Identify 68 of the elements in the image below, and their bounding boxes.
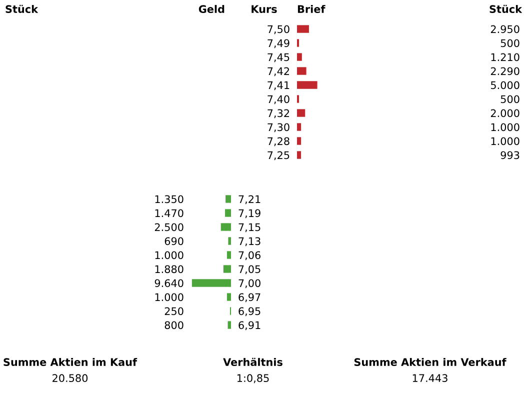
bar xyxy=(297,25,309,33)
y-tick-label: 7,28 xyxy=(268,137,290,146)
data-label: 993 xyxy=(500,151,520,160)
data-label: 690 xyxy=(164,237,184,246)
bar xyxy=(297,81,318,89)
y-tick-label: 7,42 xyxy=(268,67,290,76)
y-tick-label: 7,06 xyxy=(238,251,260,260)
text: Stück xyxy=(6,4,38,14)
text: 20.580 xyxy=(52,374,88,382)
bar xyxy=(297,67,306,75)
text: Stück xyxy=(490,4,522,14)
y-tick-label: 7,13 xyxy=(238,237,260,246)
bar xyxy=(297,109,306,117)
y-tick-label: 7,30 xyxy=(268,123,290,132)
text: Brief xyxy=(298,4,326,14)
data-label: 1.350 xyxy=(155,195,184,204)
text: 17.443 xyxy=(412,374,448,382)
data-label: 500 xyxy=(500,39,520,48)
data-label: 1.000 xyxy=(491,137,520,146)
text: 1:0,85 xyxy=(237,374,269,384)
text: Verhältnis xyxy=(223,358,282,366)
data-label: 5.000 xyxy=(490,81,520,90)
y-tick-label: 7,00 xyxy=(238,279,260,288)
data-label: 800 xyxy=(164,321,184,330)
y-tick-label: 6,91 xyxy=(238,321,260,330)
bar xyxy=(228,321,231,329)
bar xyxy=(297,137,302,145)
data-label: 1.210 xyxy=(491,53,520,62)
data-label: 1.000 xyxy=(155,293,184,302)
bar xyxy=(297,151,302,159)
text: Summe Aktien im Kauf xyxy=(4,358,138,366)
data-label: 2.500 xyxy=(154,223,184,232)
bar xyxy=(223,265,231,273)
data-label: 2.290 xyxy=(490,67,520,76)
y-tick-label: 7,15 xyxy=(238,223,260,232)
text: Geld xyxy=(198,4,224,14)
bar xyxy=(228,237,231,245)
data-label: 1.000 xyxy=(491,123,520,132)
data-label: 1.880 xyxy=(155,265,184,274)
data-label: 9.640 xyxy=(154,279,184,288)
bar xyxy=(226,293,231,301)
y-tick-label: 7,45 xyxy=(268,53,290,62)
data-label: 2.950 xyxy=(490,25,520,34)
bar xyxy=(297,123,302,131)
y-tick-label: 7,19 xyxy=(238,209,260,218)
bar xyxy=(297,53,302,61)
text: Summe Aktien im Verkauf xyxy=(354,358,506,366)
data-label: 500 xyxy=(500,95,520,104)
data-label: 1.470 xyxy=(155,209,184,218)
y-tick-label: 7,49 xyxy=(268,39,290,48)
y-tick-label: 6,97 xyxy=(238,293,260,302)
bar xyxy=(226,251,231,259)
y-tick-label: 7,25 xyxy=(268,151,290,160)
y-tick-label: 7,32 xyxy=(268,109,290,118)
bar xyxy=(225,209,231,217)
y-tick-label: 7,21 xyxy=(238,195,260,204)
bar xyxy=(226,195,231,203)
bar xyxy=(220,223,231,231)
y-tick-label: 7,41 xyxy=(268,81,290,90)
data-label: 1.000 xyxy=(155,251,184,260)
data-label: 2.000 xyxy=(490,109,520,118)
text: Kurs xyxy=(252,5,277,14)
y-tick-label: 7,40 xyxy=(268,95,290,104)
bar xyxy=(192,279,231,287)
y-tick-label: 7,50 xyxy=(268,25,290,34)
y-tick-label: 7,05 xyxy=(238,265,260,274)
y-tick-label: 6,95 xyxy=(238,307,260,316)
data-label: 250 xyxy=(164,307,184,316)
